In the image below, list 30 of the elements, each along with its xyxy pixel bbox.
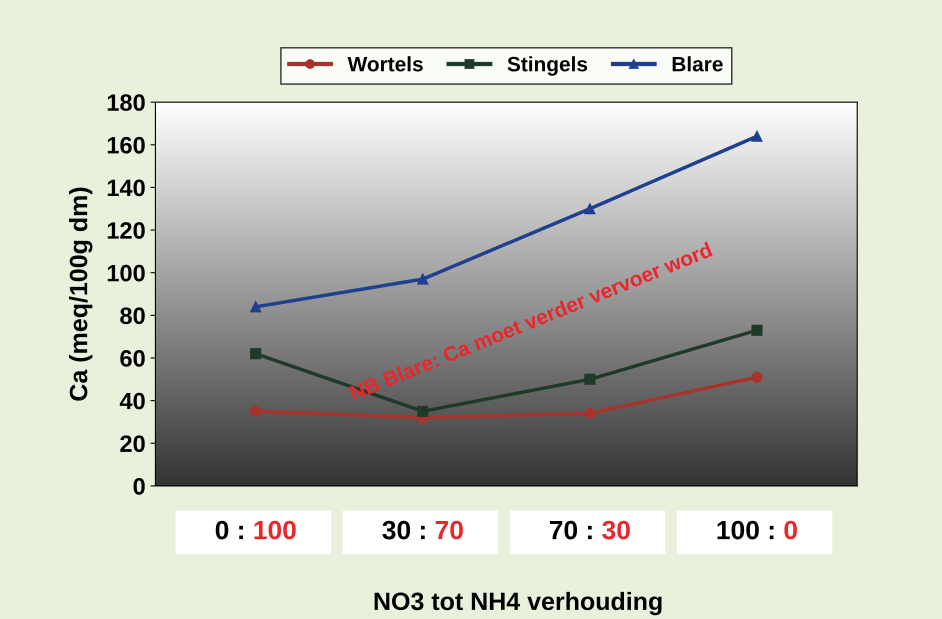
point	[751, 372, 763, 383]
point	[417, 274, 428, 285]
legend-label: Blare	[672, 56, 723, 72]
y-tick-label: 180	[108, 94, 145, 111]
y-tick-label: 20	[120, 435, 145, 452]
point	[751, 324, 763, 336]
y-tick-label: 0	[134, 478, 145, 495]
point	[751, 130, 763, 142]
y-tick-label: 100	[108, 264, 145, 282]
x-tick-label: 70 : 30	[550, 520, 630, 540]
point	[584, 374, 596, 385]
point	[417, 406, 428, 417]
y-tick-label: 80	[120, 307, 145, 324]
y-tick-label: 40	[120, 392, 145, 410]
x-tick-label: 100 : 0	[718, 520, 797, 540]
point	[584, 203, 596, 214]
point	[250, 406, 262, 417]
y-tick-label: 140	[108, 179, 145, 196]
legend-label: Wortels	[348, 56, 423, 72]
y-tick-label: 60	[120, 350, 145, 367]
x-tick-label: 30 : 70	[382, 520, 463, 540]
y-tick-label: 120	[108, 222, 145, 239]
point	[584, 408, 596, 419]
point	[250, 348, 262, 360]
legend-label: Stingels	[508, 56, 588, 76]
x-tick-label: 0 : 100	[216, 520, 296, 540]
x-axis-title: NO3 tot NH4 verhouding	[374, 592, 662, 616]
y-axis-title: Ca (meq/100g dm)	[69, 188, 92, 401]
y-tick-label: 160	[108, 136, 145, 154]
point	[250, 301, 262, 312]
